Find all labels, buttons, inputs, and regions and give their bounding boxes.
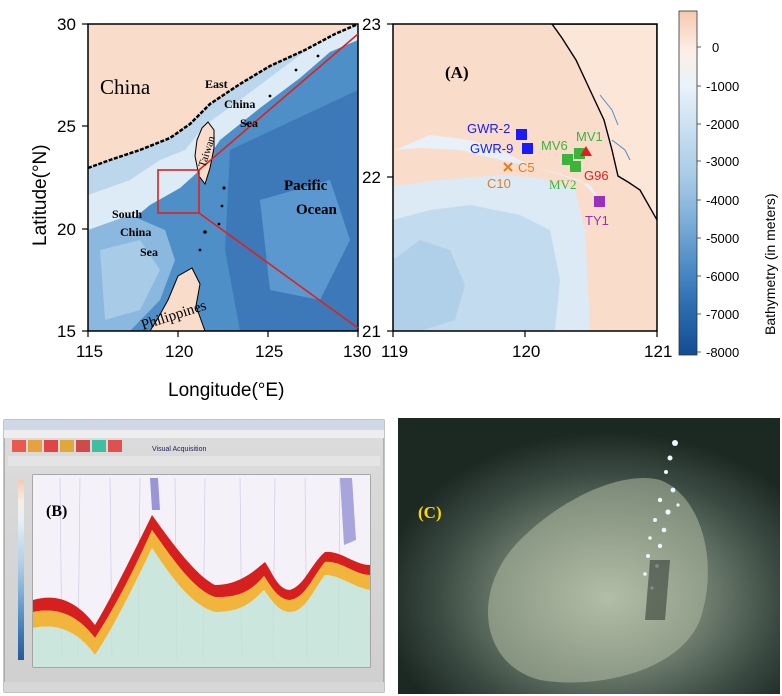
study-area-box <box>157 169 200 214</box>
cb-tick-6000: -6000 <box>706 269 739 284</box>
inset-x-tick-121: 121 <box>644 342 672 361</box>
x-tick-115: 115 <box>76 342 103 361</box>
panel-b-label: (B) <box>46 503 67 520</box>
site-c10-label: C10 <box>487 176 511 191</box>
x-tick-120: 120 <box>165 342 193 361</box>
cb-tick-0: 0 <box>712 40 719 55</box>
label-south-china-sea-3: Sea <box>140 245 158 259</box>
colorbar: 0 -1000 -2000 -3000 -4000 -5000 -6000 -7… <box>678 10 778 360</box>
site-c10-marker <box>503 162 513 172</box>
cb-tick-5000: -5000 <box>706 231 739 246</box>
y-tick-30: 30 <box>57 15 76 34</box>
site-g96-label: G96 <box>584 168 609 183</box>
site-mv1-label: MV1 <box>576 129 603 144</box>
y-tick-25: 25 <box>57 117 76 136</box>
label-east-china-sea-2: China <box>224 97 255 111</box>
inset-x-tick-119: 119 <box>381 342 408 361</box>
cb-tick-2000: -2000 <box>706 117 739 132</box>
main-y-ticks <box>82 23 88 332</box>
site-gwr9-marker <box>522 143 533 154</box>
main-map: China Taiwan Philippines East China Sea … <box>30 15 371 401</box>
cb-tick-3000: -3000 <box>706 154 739 169</box>
label-south-china-sea-2: China <box>120 225 151 239</box>
site-gwr9-label: GWR-9 <box>470 141 513 156</box>
inset-map: (A) GWR-2 GWR-9 C5 C10 MV6 MV1 MV2 G96 T… <box>362 15 672 361</box>
inset-x-tick-120: 120 <box>512 342 540 361</box>
label-east-china-sea-1: East <box>205 77 228 91</box>
site-mv2-marker <box>570 161 581 172</box>
label-south-china-sea-1: South <box>112 207 142 221</box>
site-gwr2-marker <box>516 129 527 140</box>
site-g96-marker <box>580 146 592 156</box>
inset-ticks <box>387 23 658 337</box>
inset-y-tick-23: 23 <box>362 15 381 34</box>
label-pacific: Pacific <box>284 178 328 194</box>
label-ocean: Ocean <box>296 202 337 218</box>
inset-y-tick-22: 22 <box>362 168 381 187</box>
y-tick-20: 20 <box>57 220 76 239</box>
panel-b-screenshot: Visual Acquisition (B) <box>3 419 385 693</box>
site-ty1-marker <box>594 196 605 207</box>
label-east-china-sea-3: Sea <box>240 116 258 130</box>
x-tick-130: 130 <box>343 342 371 361</box>
x-axis-label: Longitude(°E) <box>168 380 284 401</box>
site-mv2-label: MV2 <box>549 177 576 192</box>
x-tick-125: 125 <box>255 342 283 361</box>
site-mv6-marker <box>562 154 573 165</box>
site-c5-label: C5 <box>518 160 535 175</box>
cb-tick-8000: -8000 <box>706 345 739 360</box>
panel-c-label: (C) <box>418 503 442 522</box>
cb-tick-1000: -1000 <box>706 79 739 94</box>
panel-b-title: Visual Acquisition <box>152 446 206 453</box>
site-mv1-marker <box>574 148 585 159</box>
panel-a-label: (A) <box>445 63 469 82</box>
colorbar-label: Bathymetry (in meters) <box>762 193 778 335</box>
cb-tick-4000: -4000 <box>706 193 739 208</box>
panel-c-photo: (C) <box>398 418 780 694</box>
site-ty1-label: TY1 <box>585 213 609 228</box>
site-gwr2-label: GWR-2 <box>467 121 510 136</box>
site-mv6-label: MV6 <box>541 138 568 153</box>
inset-y-tick-21: 21 <box>362 322 381 341</box>
y-axis-label: Latitude(°N) <box>30 144 51 246</box>
label-china: China <box>100 75 151 99</box>
main-x-ticks <box>87 331 359 337</box>
cb-tick-7000: -7000 <box>706 307 739 322</box>
y-tick-15: 15 <box>57 322 76 341</box>
